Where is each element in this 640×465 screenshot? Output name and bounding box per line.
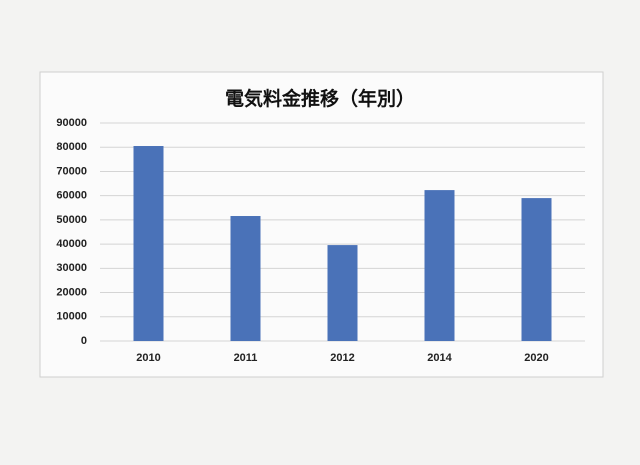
x-tick-label: 2010 [136,352,160,364]
y-tick-label: 30000 [56,262,87,274]
y-tick-label: 20000 [56,286,87,298]
chart-frame [39,71,604,378]
bar [230,216,261,341]
y-tick-label: 90000 [56,117,87,129]
x-tick-label: 2020 [524,352,548,364]
bar [327,245,358,341]
y-tick-label: 70000 [56,165,87,177]
bar [424,190,455,341]
bar [133,146,164,341]
y-tick-label: 80000 [56,141,87,153]
y-tick-label: 50000 [56,214,87,226]
y-tick-label: 60000 [56,190,87,202]
x-tick-label: 2012 [330,352,354,364]
chart-title: 電気料金推移（年別） [225,87,415,110]
y-tick-label: 40000 [56,238,87,250]
x-tick-label: 2014 [427,352,452,364]
x-tick-label: 2011 [234,352,258,364]
y-tick-label: 0 [81,335,87,347]
y-tick-label: 10000 [56,311,87,323]
bar [521,198,552,341]
